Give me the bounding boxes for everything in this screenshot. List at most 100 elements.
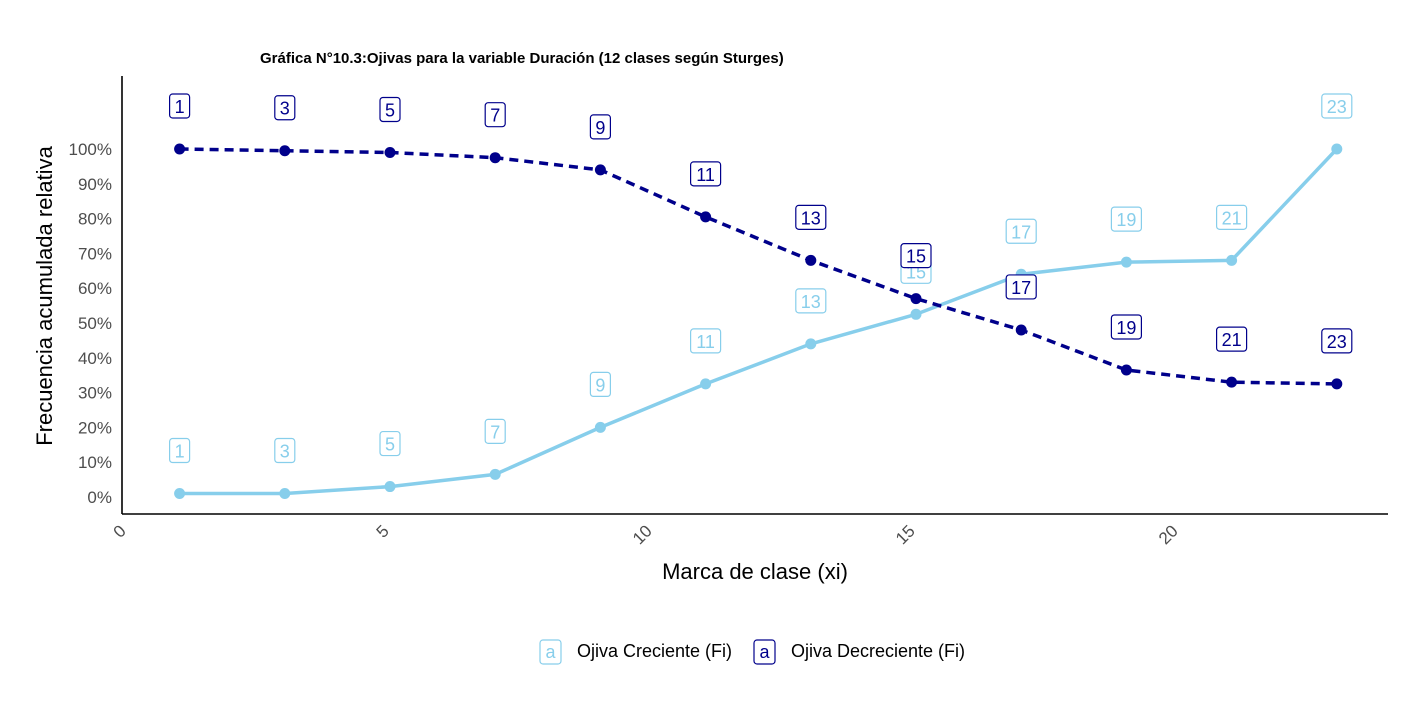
- legend: a Ojiva Creciente (Fi) a Ojiva Decrecien…: [539, 639, 965, 665]
- point-label-text: 5: [385, 435, 395, 455]
- point-label-box: [1215, 326, 1248, 352]
- point-label-box: [484, 418, 506, 444]
- y-tick-label: 80%: [78, 210, 112, 229]
- point-label: 19: [1110, 314, 1143, 340]
- point-label-text: 3: [280, 99, 290, 119]
- point-label-text: 23: [1327, 97, 1347, 117]
- y-axis-title: Frecuencia acumulada relativa: [32, 145, 57, 445]
- data-point: [805, 254, 817, 266]
- y-tick-label: 90%: [78, 175, 112, 194]
- x-axis-title: Marca de clase (xi): [662, 559, 848, 584]
- point-label: 3: [274, 95, 296, 121]
- point-label: 11: [689, 161, 722, 187]
- y-tick-label: 40%: [78, 349, 112, 368]
- chart-title: Gráfica N°10.3:Ojivas para la variable D…: [260, 50, 784, 67]
- legend-label-decreciente: Ojiva Decreciente (Fi): [791, 641, 965, 661]
- y-tick-label: 100%: [69, 140, 112, 159]
- point-label-box: [689, 161, 722, 187]
- data-point: [279, 488, 291, 500]
- point-label-box: [795, 204, 827, 230]
- point-label-box: [1215, 204, 1248, 230]
- data-point: [174, 143, 186, 155]
- point-label-text: 15: [906, 247, 926, 267]
- legend-key-glyph-creciente: a: [545, 642, 556, 662]
- data-point: [594, 164, 606, 176]
- data-point: [910, 293, 922, 305]
- point-label-box: [1110, 314, 1143, 340]
- point-label-box: [589, 371, 612, 397]
- legend-item-creciente: a Ojiva Creciente (Fi): [539, 639, 732, 665]
- x-tick-label: 5: [373, 521, 393, 541]
- point-label-box: [689, 328, 722, 354]
- point-label: 5: [379, 430, 401, 457]
- point-label: 15: [900, 243, 932, 269]
- legend-key-decreciente: [753, 639, 776, 665]
- point-label-text: 7: [490, 106, 500, 126]
- y-tick-label: 0%: [87, 488, 112, 507]
- point-label-text: 17: [1011, 278, 1031, 298]
- point-label-text: 1: [175, 97, 185, 117]
- point-label: 17: [1005, 218, 1037, 244]
- point-label-text: 3: [280, 442, 290, 462]
- data-point: [1226, 254, 1238, 266]
- point-label-text: 7: [490, 422, 500, 442]
- point-label-text: 19: [1116, 318, 1136, 338]
- point-label-text: 9: [595, 375, 605, 395]
- data-point: [1331, 143, 1343, 155]
- x-tick-label: 15: [892, 521, 919, 548]
- point-label-box: [1321, 93, 1353, 119]
- point-label-box: [169, 93, 191, 119]
- point-label-text: 9: [595, 118, 605, 138]
- point-label-box: [795, 288, 827, 314]
- axes: [121, 76, 1388, 515]
- data-point: [594, 421, 606, 433]
- point-label: 13: [795, 288, 827, 314]
- point-label-text: 23: [1327, 332, 1347, 352]
- data-point: [279, 145, 291, 157]
- data-point: [1120, 364, 1132, 376]
- point-label-box: [1110, 206, 1143, 232]
- point-label: 9: [589, 371, 612, 397]
- point-label: 9: [589, 114, 612, 140]
- point-label-text: 11: [696, 165, 715, 185]
- data-point: [384, 481, 396, 493]
- point-label-text: 5: [385, 100, 395, 120]
- point-label-box: [169, 437, 191, 464]
- series-line-creciente: [179, 147, 1339, 496]
- y-tick-label: 60%: [78, 279, 112, 298]
- x-tick-label: 10: [629, 521, 656, 548]
- point-label: 23: [1321, 93, 1353, 119]
- series-layer: [174, 143, 1343, 500]
- point-label: 7: [484, 102, 506, 128]
- data-point: [910, 308, 922, 320]
- point-label-text: 13: [801, 292, 821, 312]
- point-label-box: [589, 114, 612, 140]
- point-label-text: 21: [1222, 330, 1242, 350]
- point-label-box: [379, 96, 401, 123]
- point-label: 1: [169, 93, 191, 119]
- data-point: [700, 378, 712, 390]
- y-tick-label: 30%: [78, 384, 112, 403]
- y-tick-label: 20%: [78, 418, 112, 437]
- y-tick-labels: 0% 10% 20% 30% 40% 50% 60% 70% 80% 90% 100%: [69, 140, 112, 507]
- legend-label-creciente: Ojiva Creciente (Fi): [577, 641, 732, 661]
- point-label: 7: [484, 418, 506, 444]
- x-tick-labels: 0 5 10 15 20: [110, 521, 1182, 548]
- point-label-text: 13: [801, 208, 821, 228]
- point-label: 21: [1215, 204, 1248, 230]
- data-point: [1015, 324, 1027, 336]
- point-label-text: 1: [175, 442, 185, 462]
- legend-item-decreciente: a Ojiva Decreciente (Fi): [753, 639, 965, 665]
- point-label: 19: [1110, 206, 1143, 232]
- point-label-text: 19: [1116, 210, 1136, 230]
- data-point: [174, 488, 186, 500]
- point-label-box: [274, 95, 296, 121]
- point-label: 11: [689, 328, 722, 354]
- point-label: 5: [379, 96, 401, 123]
- x-tick-label: 0: [110, 521, 130, 541]
- data-point: [1331, 378, 1343, 390]
- point-label: 21: [1215, 326, 1248, 352]
- series-creciente: [174, 143, 1343, 500]
